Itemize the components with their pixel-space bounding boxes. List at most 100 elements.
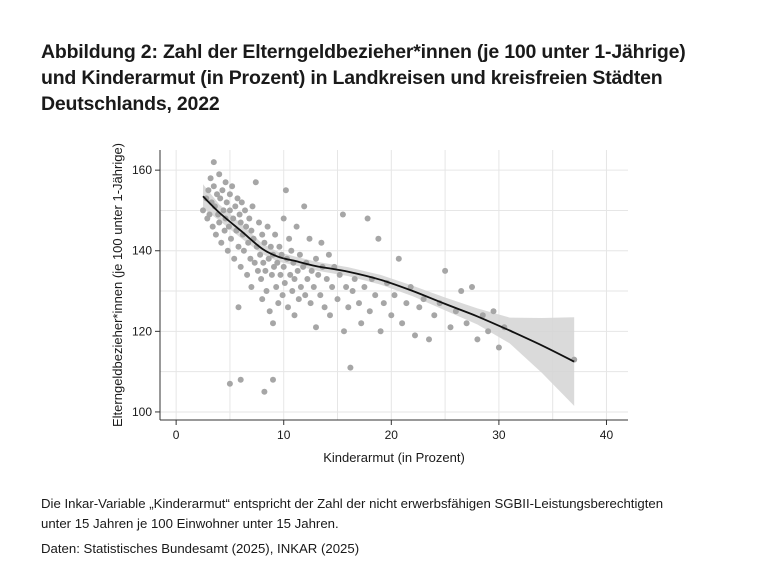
data-point	[317, 292, 324, 299]
data-point	[244, 271, 251, 278]
data-point	[339, 211, 346, 218]
data-point	[234, 195, 241, 202]
data-point	[278, 251, 285, 258]
data-point	[349, 288, 356, 294]
x-tick-label: 0	[173, 428, 180, 442]
data-point	[300, 263, 307, 270]
data-point	[329, 284, 336, 290]
data-point	[407, 284, 414, 290]
data-point	[209, 223, 216, 230]
data-point	[275, 300, 282, 307]
data-point	[229, 183, 236, 190]
data-point	[347, 364, 354, 371]
data-point	[247, 255, 254, 262]
data-point	[327, 312, 333, 319]
data-source: Daten: Statistisches Bundesamt (2025), I…	[41, 541, 360, 556]
y-tick-label: 120	[132, 324, 152, 338]
data-point	[291, 276, 298, 282]
data-point	[296, 251, 303, 258]
data-point	[263, 288, 270, 294]
data-point	[395, 255, 402, 262]
data-point	[249, 203, 256, 210]
confidence-band-layer	[203, 184, 575, 406]
x-tick-label: 10	[277, 428, 291, 442]
data-point	[372, 292, 379, 299]
data-point	[479, 312, 486, 319]
chart-title: Abbildung 2: Zahl der Elterngeldbezieher…	[41, 39, 741, 117]
data-point	[375, 235, 382, 242]
data-point	[212, 231, 219, 238]
data-point	[218, 239, 225, 246]
data-point	[272, 231, 279, 238]
data-point	[240, 247, 247, 254]
data-point	[246, 215, 253, 222]
y-tick-label: 100	[132, 405, 152, 419]
data-point	[313, 255, 319, 262]
data-point	[248, 284, 255, 290]
data-point	[242, 207, 248, 214]
data-point	[230, 215, 237, 222]
data-point	[304, 276, 311, 282]
data-point	[261, 388, 268, 395]
data-point	[289, 288, 296, 294]
data-point	[485, 328, 492, 335]
data-point	[490, 308, 497, 315]
data-point	[270, 376, 276, 383]
data-point	[231, 255, 238, 262]
data-point	[270, 320, 276, 327]
data-point	[356, 300, 362, 307]
data-point	[257, 251, 264, 258]
x-tick-label: 20	[385, 428, 399, 442]
chart-title-line-3: Deutschlands, 2022	[41, 93, 220, 115]
data-point	[412, 332, 418, 339]
data-point	[431, 312, 438, 319]
data-point	[458, 288, 465, 294]
data-point	[325, 251, 332, 258]
fit-line-layer	[202, 195, 575, 363]
data-point	[351, 276, 358, 282]
data-point	[235, 243, 242, 250]
data-point	[214, 191, 220, 198]
data-point	[236, 211, 243, 218]
data-point	[223, 199, 230, 206]
data-point	[256, 219, 262, 226]
data-point	[222, 179, 229, 186]
y-axis-label: Elterngeldbezieher*innen (je 100 unter 1…	[110, 143, 125, 427]
data-point	[221, 227, 228, 234]
data-point	[361, 284, 368, 290]
fit-line	[202, 195, 575, 363]
data-point	[323, 276, 330, 282]
data-point	[302, 292, 309, 299]
data-point	[388, 312, 395, 319]
data-point	[200, 207, 206, 214]
data-point	[469, 284, 475, 290]
scatter-points	[200, 159, 578, 395]
data-point	[313, 324, 319, 331]
data-point	[416, 304, 423, 311]
data-point	[295, 296, 302, 303]
data-point	[288, 247, 295, 254]
data-point	[217, 195, 224, 202]
data-point	[267, 243, 274, 250]
axes: 0 10 20 30 40 100 120 140 160	[132, 150, 628, 442]
data-point	[259, 231, 266, 238]
data-point	[310, 284, 317, 290]
data-point	[285, 304, 291, 311]
data-point	[262, 267, 269, 274]
data-point	[307, 300, 314, 307]
data-point	[205, 187, 212, 194]
data-point	[364, 215, 371, 222]
data-point	[219, 187, 226, 194]
data-point	[276, 243, 283, 250]
footnote: Die Inkar-Variable „Kinderarmut“ entspri…	[41, 494, 741, 534]
footnote-line-2: unter 15 Jahren je 100 Einwohner unter 1…	[41, 516, 339, 531]
data-point	[293, 223, 300, 230]
data-point	[495, 344, 502, 351]
data-point	[271, 263, 277, 270]
data-point	[237, 376, 244, 383]
data-point	[447, 324, 454, 331]
data-point	[265, 255, 272, 262]
y-tick-label: 140	[132, 244, 152, 258]
data-point	[294, 267, 301, 274]
data-point	[301, 203, 308, 210]
